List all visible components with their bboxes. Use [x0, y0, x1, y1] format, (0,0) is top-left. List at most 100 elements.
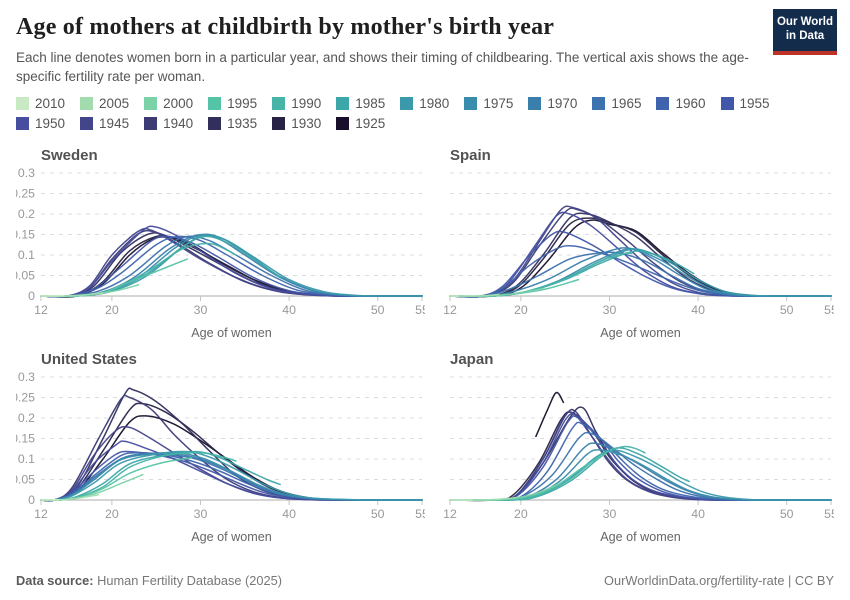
panel-title: Spain	[450, 147, 491, 165]
legend-swatch-1995	[208, 97, 222, 111]
legend-item-1940[interactable]: 1940	[144, 116, 193, 131]
cohort-line-1980	[449, 449, 832, 502]
x-tick-label: 20	[105, 507, 119, 521]
owid-logo-stripe	[773, 51, 837, 55]
owid-logo[interactable]: Our World in Data	[773, 9, 837, 55]
x-tick-label: 40	[691, 507, 705, 521]
data-source-note: Data source: Human Fertility Database (2…	[16, 573, 282, 588]
legend-item-1990[interactable]: 1990	[272, 96, 321, 111]
legend-label: 1930	[291, 116, 322, 132]
legend-swatch-1965	[592, 97, 606, 111]
legend-item-1955[interactable]: 1955	[720, 96, 770, 112]
legend-item-1965[interactable]: 1965	[592, 96, 641, 111]
legend-swatch-1950	[16, 117, 29, 131]
legend-label: 2005	[99, 96, 130, 112]
legend-item-1975[interactable]: 1975	[464, 96, 513, 111]
y-tick-label: 0.15	[16, 228, 35, 242]
cohort-line-1975	[449, 247, 832, 298]
cohort-line-1925	[535, 392, 565, 438]
legend-swatch-2005	[80, 97, 94, 111]
x-tick-label: 40	[282, 303, 296, 317]
x-tick-label: 50	[780, 507, 794, 521]
owid-url-link[interactable]: OurWorldinData.org/fertility-rate	[604, 573, 785, 588]
panel-title: Sweden	[41, 147, 98, 165]
legend-swatch-1955	[720, 97, 734, 111]
x-tick-label: 55	[824, 507, 834, 521]
legend-swatch-1935	[208, 117, 222, 131]
x-tick-label: 40	[282, 507, 296, 521]
x-tick-label: 30	[603, 507, 617, 521]
legend-swatch-1980	[400, 97, 414, 111]
legend-item-1950[interactable]: 1950	[16, 116, 65, 131]
legend-label: 2000	[163, 96, 194, 112]
chart-footer: Data source: Human Fertility Database (2…	[16, 573, 834, 588]
panel-united-states: United States 0 0.05 0.1 0.15 0.2 0.25 0.3 12 20 3…	[16, 343, 425, 547]
y-tick-label: 0.25	[16, 187, 35, 201]
legend-item-1935[interactable]: 1935	[208, 116, 257, 131]
owid-logo-line2: in Data	[785, 30, 825, 43]
legend-label: 1995	[227, 96, 258, 112]
chart-grid: Sweden 0 0.05 0.1 0.15 0.2 0.25 0.3 12 20 30 40 50 55…	[16, 139, 834, 547]
legend-swatch-2010	[16, 97, 29, 111]
cohort-line-1955	[449, 230, 832, 298]
license-label: | CC BY	[784, 573, 834, 588]
legend-item-1925[interactable]: 1925	[336, 116, 385, 131]
legend-item-2005[interactable]: 2005	[80, 96, 129, 111]
panel-plot-united-states: 0 0.05 0.1 0.15 0.2 0.25 0.3 12 20 30 40 50 55 Age of…	[16, 370, 425, 544]
x-tick-label: 30	[194, 507, 208, 521]
x-tick-label: 20	[105, 303, 119, 317]
y-tick-label: 0.05	[16, 473, 35, 487]
x-tick-label: 40	[691, 303, 705, 317]
data-source-label: Data source:	[16, 573, 94, 588]
y-tick-label: 0.25	[16, 391, 35, 405]
panel-title: United States	[41, 351, 137, 369]
x-tick-label: 50	[371, 507, 385, 521]
x-tick-label: 12	[443, 507, 457, 521]
legend-item-2000[interactable]: 2000	[144, 96, 193, 111]
y-tick-label: 0.1	[18, 248, 35, 262]
cohort-line-1935	[40, 387, 423, 502]
cohort-line-1975	[449, 449, 832, 502]
x-tick-label: 12	[34, 507, 48, 521]
x-tick-label: 55	[415, 507, 425, 521]
y-tick-label: 0.3	[18, 370, 35, 384]
x-tick-label: 12	[443, 303, 457, 317]
x-tick-label: 30	[603, 303, 617, 317]
data-source-value: Human Fertility Database (2025)	[93, 573, 283, 588]
cohort-line-1960	[449, 245, 832, 298]
legend-swatch-1930	[272, 117, 286, 131]
y-tick-label: 0	[28, 289, 35, 303]
legend-swatch-1985	[336, 97, 350, 111]
legend-label: 1975	[483, 96, 514, 112]
cohort-line-1935	[449, 406, 832, 502]
legend-item-1945[interactable]: 1945	[80, 116, 129, 131]
y-tick-label: 0.2	[18, 411, 35, 425]
chart-subtitle: Each line denotes women born in a partic…	[16, 50, 749, 84]
y-tick-label: 0.05	[16, 269, 35, 283]
legend-swatch-1990	[272, 97, 286, 111]
x-tick-label: 50	[780, 303, 794, 317]
legend-item-1985[interactable]: 1985	[336, 96, 385, 111]
cohort-line-2005	[449, 293, 500, 298]
legend-item-1980[interactable]: 1980	[400, 96, 449, 111]
legend-item-1960[interactable]: 1960	[656, 96, 706, 111]
legend-label: 1965	[611, 96, 642, 112]
legend-label: 1980	[419, 96, 450, 112]
panel-plot-spain: 12 20 30 40 50 55 Age of women	[443, 172, 834, 340]
legend-item-1930[interactable]: 1930	[272, 116, 321, 131]
attribution-note: OurWorldinData.org/fertility-rate | CC B…	[604, 573, 834, 588]
y-tick-label: 0.1	[18, 452, 35, 466]
cohort-line-1960	[449, 421, 832, 502]
legend-swatch-1970	[528, 97, 542, 111]
legend-label: 1945	[99, 116, 130, 132]
legend-item-1970[interactable]: 1970	[528, 96, 577, 111]
legend-label: 1935	[227, 116, 258, 132]
legend-label: 1970	[547, 96, 578, 112]
legend-item-2010[interactable]: 2010	[16, 96, 65, 111]
legend-item-1995[interactable]: 1995	[208, 96, 257, 111]
legend-label: 1955	[739, 96, 770, 112]
panel-title: Japan	[450, 351, 494, 369]
y-tick-label: 0.2	[18, 207, 35, 221]
panel-sweden: Sweden 0 0.05 0.1 0.15 0.2 0.25 0.3 12 20 30 40 50 55…	[16, 139, 425, 343]
